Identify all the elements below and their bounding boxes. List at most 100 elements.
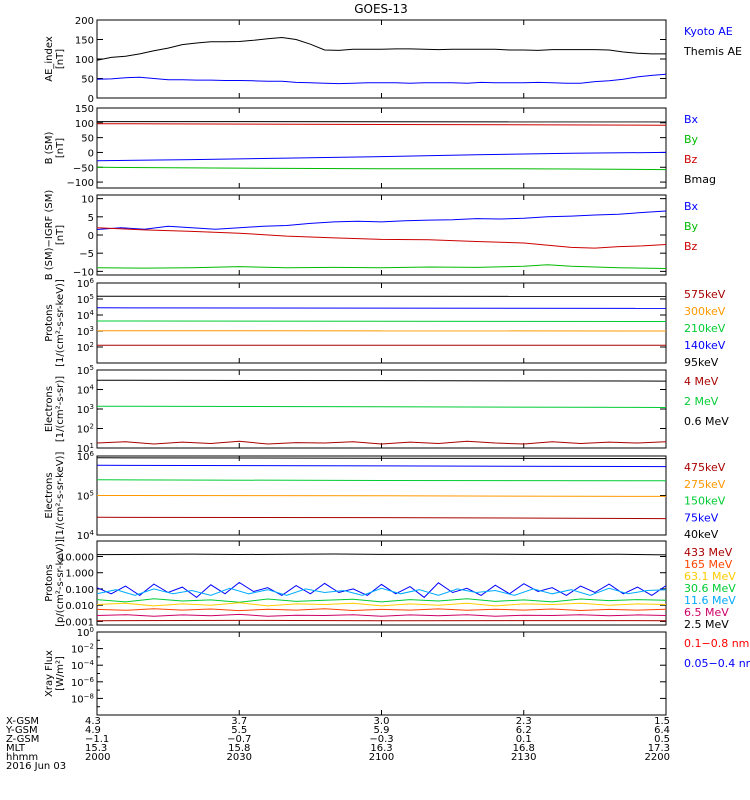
xaxis-row-value-2-0: −1.1	[85, 734, 109, 745]
y-tick-label-electrons_mev-4: 105	[77, 364, 94, 377]
legend-label-electrons_mev-2: 0.6 MeV	[684, 415, 729, 428]
y-tick-label-xray-3: 10−6	[71, 676, 95, 689]
y-tick-label-bsm-2: 0	[88, 148, 94, 159]
legend-label-electrons_kev-4: 40keV	[684, 528, 719, 541]
y-tick-label-ae-3: 150	[75, 36, 94, 47]
xaxis-row-label-4: hhmm	[6, 752, 38, 763]
y-tick-label-bigrf-3: 5	[88, 213, 94, 224]
legend-label-bsm-2: Bz	[684, 153, 698, 166]
legend-label-electrons_kev-3: 75keV	[684, 511, 719, 524]
y-axis-label-bigrf-1: [nT]	[55, 225, 66, 245]
xaxis-row-label-0: X-GSM	[6, 716, 39, 727]
legend-label-bsm-3: Bmag	[684, 173, 716, 186]
series-line-protons-2	[96, 320, 667, 322]
xaxis-row-value-1-4: 6.4	[654, 725, 670, 736]
y-tick-label-bsm-1: −50	[73, 163, 94, 174]
series-line-protons_mev-0	[96, 553, 667, 556]
legend-label-xray-1: 0.05−0.4 nm	[684, 657, 750, 670]
y-tick-label-ae-2: 100	[75, 55, 94, 66]
xaxis-row-value-1-3: 6.2	[516, 725, 532, 736]
xaxis-row-value-3-1: 15.8	[228, 743, 250, 754]
legend-label-bigrf-2: Bz	[684, 240, 698, 253]
xaxis-row-value-4-2: 2100	[369, 752, 394, 763]
panel-frame-electrons_mev	[96, 369, 667, 449]
legend-label-protons_mev-1: 165 MeV	[684, 558, 733, 571]
series-line-bsm-3	[96, 166, 667, 171]
legend-label-protons_mev-3: 30.6 MeV	[684, 582, 736, 595]
y-tick-label-protons-1: 103	[77, 325, 94, 338]
series-line-electrons_kev-3	[96, 495, 667, 497]
y-tick-label-protons-0: 102	[77, 341, 94, 354]
legend-label-protons-0: 575keV	[684, 288, 726, 301]
xaxis-date: 2016 Jun 03	[6, 761, 66, 772]
series-line-protons_mev-1	[96, 581, 667, 599]
xaxis-row-value-4-1: 2030	[227, 752, 252, 763]
series-line-ae-0	[96, 36, 666, 61]
panel-frame-protons_mev	[96, 540, 667, 626]
xaxis-row-value-3-3: 16.8	[513, 743, 535, 754]
y-tick-label-xray-2: 10−4	[71, 659, 95, 672]
series-line-ae-1	[96, 73, 667, 85]
y-axis-label-bigrf-0: B (SM)−IGRF (SM)	[44, 190, 55, 281]
panel-frame-xray	[96, 631, 667, 716]
legend-label-ae-1: Themis AE	[683, 45, 742, 58]
xaxis-row-value-4-4: 2200	[645, 752, 670, 763]
series-line-bigrf-0	[96, 210, 667, 230]
y-axis-label-bsm-1: [nT]	[55, 138, 66, 158]
xaxis-row-value-0-4: 1.5	[654, 716, 670, 727]
legend-label-ae-0: Kyoto AE	[684, 25, 733, 38]
y-tick-label-protons_mev-3: 1.000	[65, 569, 94, 580]
panel-frame-bsm	[96, 107, 667, 189]
legend-label-protons-3: 140keV	[684, 339, 726, 352]
y-tick-label-electrons_kev-2: 106	[77, 450, 95, 463]
panel-frame-ae	[96, 19, 667, 99]
xaxis-row-value-2-2: −0.3	[369, 734, 393, 745]
xaxis-row-value-3-0: 15.3	[85, 743, 107, 754]
series-line-bsm-2	[96, 151, 667, 162]
y-tick-label-protons_mev-0: 0.001	[65, 617, 94, 628]
xaxis-row-value-0-3: 2.3	[516, 716, 532, 727]
legend-label-bsm-1: By	[684, 133, 699, 146]
y-tick-label-electrons_mev-2: 103	[77, 403, 94, 416]
legend-label-bigrf-0: Bx	[684, 200, 699, 213]
xaxis-row-value-2-1: −0.7	[227, 734, 251, 745]
series-line-bsm-1	[96, 123, 667, 126]
panel-frame-protons	[96, 282, 667, 364]
y-tick-label-electrons_mev-1: 102	[77, 423, 94, 436]
y-axis-label-protons_mev-1: [p/(cm²-s-sr-keV)]	[55, 539, 66, 627]
series-line-protons_mev-5	[96, 608, 667, 612]
y-tick-label-bigrf-0: −10	[73, 267, 94, 278]
y-tick-label-protons_mev-1: 0.010	[65, 601, 94, 612]
series-line-protons_mev-3	[96, 598, 667, 603]
y-axis-label-protons-0: Protons	[44, 304, 55, 341]
y-tick-label-protons-2: 104	[77, 309, 95, 322]
xaxis-row-value-1-0: 4.9	[85, 725, 101, 736]
series-line-bigrf-2	[96, 264, 667, 269]
y-tick-label-xray-4: 10−8	[71, 692, 94, 705]
legend-label-protons_mev-5: 6.5 MeV	[684, 606, 729, 619]
y-axis-label-electrons_mev-1: [1/(cm²-s-sr)]	[55, 376, 66, 442]
series-line-electrons_kev-2	[96, 479, 667, 482]
series-line-electrons_mev-2	[96, 440, 667, 445]
y-tick-label-protons_mev-2: 0.100	[65, 585, 94, 596]
xaxis-row-value-1-1: 5.5	[231, 725, 247, 736]
y-tick-label-bsm-0: −100	[67, 178, 94, 189]
y-tick-label-bsm-4: 100	[75, 119, 94, 130]
y-axis-label-xray-1: [W/m²]	[55, 656, 66, 691]
y-tick-label-bigrf-1: −5	[79, 249, 94, 260]
xaxis-row-value-3-4: 17.3	[648, 743, 670, 754]
y-axis-label-ae-1: [nT]	[55, 49, 66, 69]
y-axis-label-protons_mev-0: Protons	[44, 564, 55, 601]
y-tick-label-electrons_mev-0: 101	[77, 442, 94, 455]
y-tick-label-ae-0: 0	[88, 94, 94, 105]
legend-label-electrons_kev-0: 475keV	[684, 461, 726, 474]
legend-label-protons_mev-4: 11.6 MeV	[684, 594, 736, 607]
xaxis-row-label-1: Y-GSM	[5, 725, 38, 736]
series-line-protons_mev-2	[96, 587, 667, 596]
series-line-electrons_mev-1	[96, 405, 667, 408]
xaxis-row-value-0-2: 3.0	[374, 716, 390, 727]
xaxis-row-value-4-3: 2130	[511, 752, 536, 763]
y-axis-label-ae-0: AE_index	[44, 36, 55, 82]
panel-frame-bigrf	[96, 194, 667, 276]
